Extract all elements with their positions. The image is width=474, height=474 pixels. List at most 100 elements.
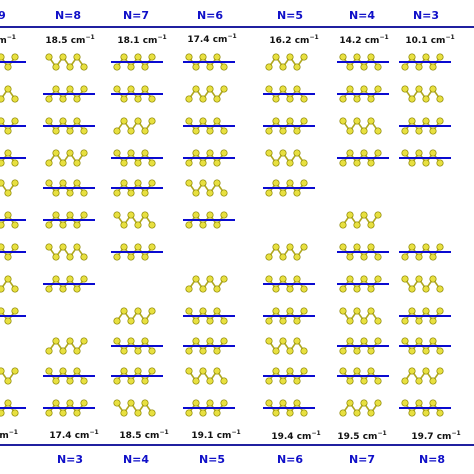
atom — [80, 275, 88, 283]
atom — [286, 409, 294, 417]
atom — [52, 337, 60, 345]
atom — [436, 53, 444, 61]
atom — [401, 399, 409, 407]
atom — [4, 189, 12, 197]
atom — [45, 409, 53, 417]
atom — [80, 85, 88, 93]
atom — [429, 275, 437, 283]
atom — [415, 275, 423, 283]
atom — [339, 117, 347, 125]
atom — [185, 367, 193, 375]
atom — [415, 63, 423, 71]
atom — [374, 399, 382, 407]
atom — [4, 317, 12, 325]
atom — [73, 367, 81, 375]
atom — [45, 179, 53, 187]
atom — [422, 307, 430, 315]
atom — [346, 127, 354, 135]
atom — [279, 127, 287, 135]
atom — [401, 127, 409, 135]
atom — [279, 317, 287, 325]
atom — [199, 347, 207, 355]
atom — [300, 307, 308, 315]
atom — [360, 377, 368, 385]
atom — [148, 409, 156, 417]
atom — [360, 317, 368, 325]
atom — [206, 275, 214, 283]
atom — [148, 221, 156, 229]
atom — [127, 149, 135, 157]
atom — [52, 189, 60, 197]
top-frequency: cm−1 — [0, 34, 16, 46]
atom — [408, 95, 416, 103]
atom — [360, 85, 368, 93]
atom — [148, 347, 156, 355]
atom — [206, 377, 214, 385]
atom — [367, 409, 375, 417]
atom — [120, 95, 128, 103]
atom — [436, 367, 444, 375]
atom — [127, 337, 135, 345]
atom — [59, 159, 67, 167]
atom — [360, 63, 368, 71]
atom — [213, 307, 221, 315]
atom — [436, 347, 444, 355]
atom — [346, 149, 354, 157]
atom — [185, 179, 193, 187]
atom — [206, 211, 214, 219]
atom — [220, 275, 228, 283]
atom — [408, 367, 416, 375]
atom — [272, 367, 280, 375]
atom — [206, 127, 214, 135]
atom — [141, 211, 149, 219]
atom — [408, 53, 416, 61]
atom — [113, 85, 121, 93]
atom — [360, 149, 368, 157]
atom — [265, 253, 273, 261]
atom — [436, 243, 444, 251]
atom — [0, 159, 5, 167]
atom — [206, 189, 214, 197]
atom — [353, 285, 361, 293]
atom — [73, 159, 81, 167]
atom — [415, 85, 423, 93]
atom — [422, 347, 430, 355]
atom — [199, 95, 207, 103]
atom — [353, 409, 361, 417]
atom — [360, 399, 368, 407]
atom — [134, 307, 142, 315]
atom — [293, 399, 301, 407]
atom — [422, 159, 430, 167]
atom — [213, 95, 221, 103]
atom — [401, 275, 409, 283]
atom — [279, 337, 287, 345]
atom — [220, 211, 228, 219]
atom — [272, 53, 280, 61]
atom — [401, 85, 409, 93]
atom — [346, 399, 354, 407]
atom — [346, 211, 354, 219]
atom — [52, 149, 60, 157]
atom — [52, 127, 60, 135]
atom — [293, 377, 301, 385]
atom — [66, 377, 74, 385]
atom — [11, 307, 19, 315]
atom — [429, 63, 437, 71]
atom — [265, 337, 273, 345]
atom — [4, 127, 12, 135]
atom — [120, 367, 128, 375]
atom — [66, 189, 74, 197]
atom — [206, 399, 214, 407]
atom — [422, 285, 430, 293]
bottom-header: N=8 — [418, 453, 446, 466]
atom — [141, 399, 149, 407]
atom — [265, 377, 273, 385]
atom — [401, 337, 409, 345]
atom — [148, 159, 156, 167]
atom — [148, 117, 156, 125]
atom — [360, 211, 368, 219]
atom — [293, 85, 301, 93]
atom — [436, 95, 444, 103]
atom — [66, 337, 74, 345]
atom — [293, 127, 301, 135]
